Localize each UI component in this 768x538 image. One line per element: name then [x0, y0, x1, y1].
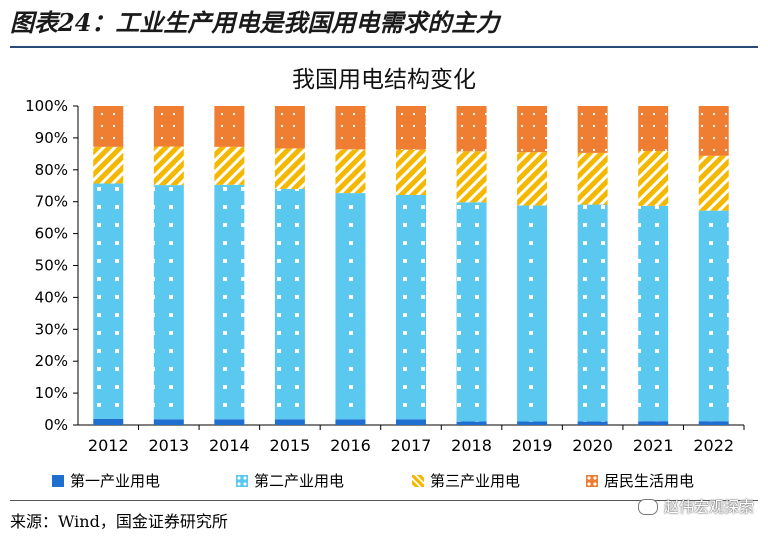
- y-tick-label: 0%: [44, 416, 68, 434]
- bar-segment: [456, 421, 487, 425]
- y-tick-label: 30%: [35, 320, 68, 338]
- chart-bars: [93, 106, 729, 425]
- bar-segment: [274, 419, 305, 425]
- footer-divider: [10, 500, 758, 501]
- x-tick-label: 2014: [209, 436, 250, 455]
- bar-segment: [153, 185, 184, 420]
- bar-segment: [396, 195, 426, 420]
- bar-segment: [93, 183, 124, 419]
- bar-segment: [456, 106, 487, 152]
- y-tick-label: 20%: [35, 352, 68, 370]
- legend-item: 居民生活用电: [586, 470, 694, 491]
- watermark-text: 赵伟宏观探索: [663, 498, 754, 516]
- bar-segment: [638, 106, 669, 151]
- chart-legend: 第一产业用电 第二产业用电 第三产业用电 居民生活用电: [0, 470, 768, 494]
- chart-title: 我国用电结构变化: [292, 67, 476, 93]
- y-tick-label: 90%: [35, 129, 68, 147]
- figure-title: 图表24：工业生产用电是我国用电需求的主力: [10, 8, 500, 37]
- legend-label: 第三产业用电: [430, 472, 521, 490]
- y-tick-label: 80%: [35, 161, 68, 179]
- stacked-bar-chart: 0%10%20%30%40%50%60%70%80%90%100% 2012 20…: [25, 97, 745, 455]
- bar-segment: [93, 106, 124, 147]
- x-tick-label: 2021: [633, 436, 674, 455]
- bar-segment: [396, 106, 426, 150]
- bar-segment: [698, 210, 729, 422]
- x-tick-label: 2017: [391, 436, 432, 455]
- header-divider: [10, 46, 758, 48]
- x-axis-tick-labels: 2012 2013 2014 2015 2016 2017 2018 2019 2020 2021…: [88, 425, 745, 455]
- bar-segment: [577, 152, 608, 205]
- legend-label: 居民生活用电: [604, 472, 695, 490]
- x-tick-label: 2018: [451, 436, 492, 455]
- bar-segment: [214, 419, 245, 425]
- bar-segment: [335, 193, 366, 420]
- bar-segment: [214, 184, 245, 420]
- wechat-icon: [637, 498, 658, 515]
- y-tick-label: 60%: [35, 225, 68, 243]
- bar-segment: [517, 106, 548, 153]
- bar-segment: [638, 421, 669, 425]
- bar-segment: [93, 146, 124, 184]
- bar-segment: [577, 204, 608, 422]
- x-tick-label: 2022: [693, 436, 734, 455]
- bar-segment: [517, 205, 548, 422]
- legend-label: 第二产业用电: [254, 472, 345, 490]
- bar-segment: [517, 152, 548, 206]
- legend-item: 第一产业用电: [52, 470, 160, 491]
- bar-segment: [93, 418, 124, 425]
- x-tick-label: 2015: [270, 436, 311, 455]
- legend-swatch: [586, 474, 598, 487]
- bar-segment: [456, 202, 487, 422]
- bar-segment: [153, 106, 184, 147]
- watermark: 赵伟宏观探索: [637, 496, 754, 517]
- x-tick-label: 2016: [330, 436, 371, 455]
- bar-segment: [274, 148, 305, 189]
- legend-swatch: [412, 474, 424, 487]
- bar-segment: [456, 151, 487, 203]
- bar-segment: [577, 106, 608, 153]
- bar-segment: [396, 419, 426, 425]
- source-note: 来源：Wind，国金证券研究所: [10, 512, 228, 531]
- bar-segment: [153, 146, 184, 186]
- y-tick-label: 100%: [25, 97, 68, 115]
- y-tick-label: 50%: [35, 257, 68, 275]
- y-tick-label: 40%: [35, 288, 68, 306]
- y-tick-label: 70%: [35, 193, 68, 211]
- figure-header: 图表24：工业生产用电是我国用电需求的主力: [10, 6, 758, 40]
- bar-segment: [335, 419, 366, 425]
- legend-swatch: [52, 474, 64, 487]
- bar-segment: [517, 421, 548, 425]
- y-axis-tick-labels: 0% 10% 20% 30% 40% 50% 60% 70% 80% 90% 100%: [25, 97, 78, 434]
- x-tick-label: 2013: [148, 436, 189, 455]
- bar-segment: [335, 149, 366, 194]
- bar-segment: [396, 149, 426, 196]
- bar-segment: [698, 421, 729, 425]
- legend-item: 第三产业用电: [412, 470, 520, 491]
- bar-segment: [577, 421, 608, 425]
- bar-segment: [638, 205, 669, 422]
- legend-item: 第二产业用电: [236, 470, 344, 491]
- x-tick-label: 2012: [88, 436, 129, 455]
- bar-segment: [153, 419, 184, 425]
- bar-segment: [335, 106, 366, 150]
- x-tick-label: 2019: [512, 436, 553, 455]
- bar-segment: [638, 150, 669, 206]
- bar-segment: [214, 106, 245, 147]
- bar-segment: [274, 188, 305, 420]
- legend-swatch: [236, 474, 248, 487]
- x-tick-label: 2020: [572, 436, 613, 455]
- y-tick-label: 10%: [35, 384, 68, 402]
- legend-label: 第一产业用电: [70, 472, 161, 490]
- bar-segment: [698, 106, 729, 156]
- bar-segment: [698, 155, 729, 211]
- bar-segment: [274, 106, 305, 149]
- bar-segment: [214, 146, 245, 185]
